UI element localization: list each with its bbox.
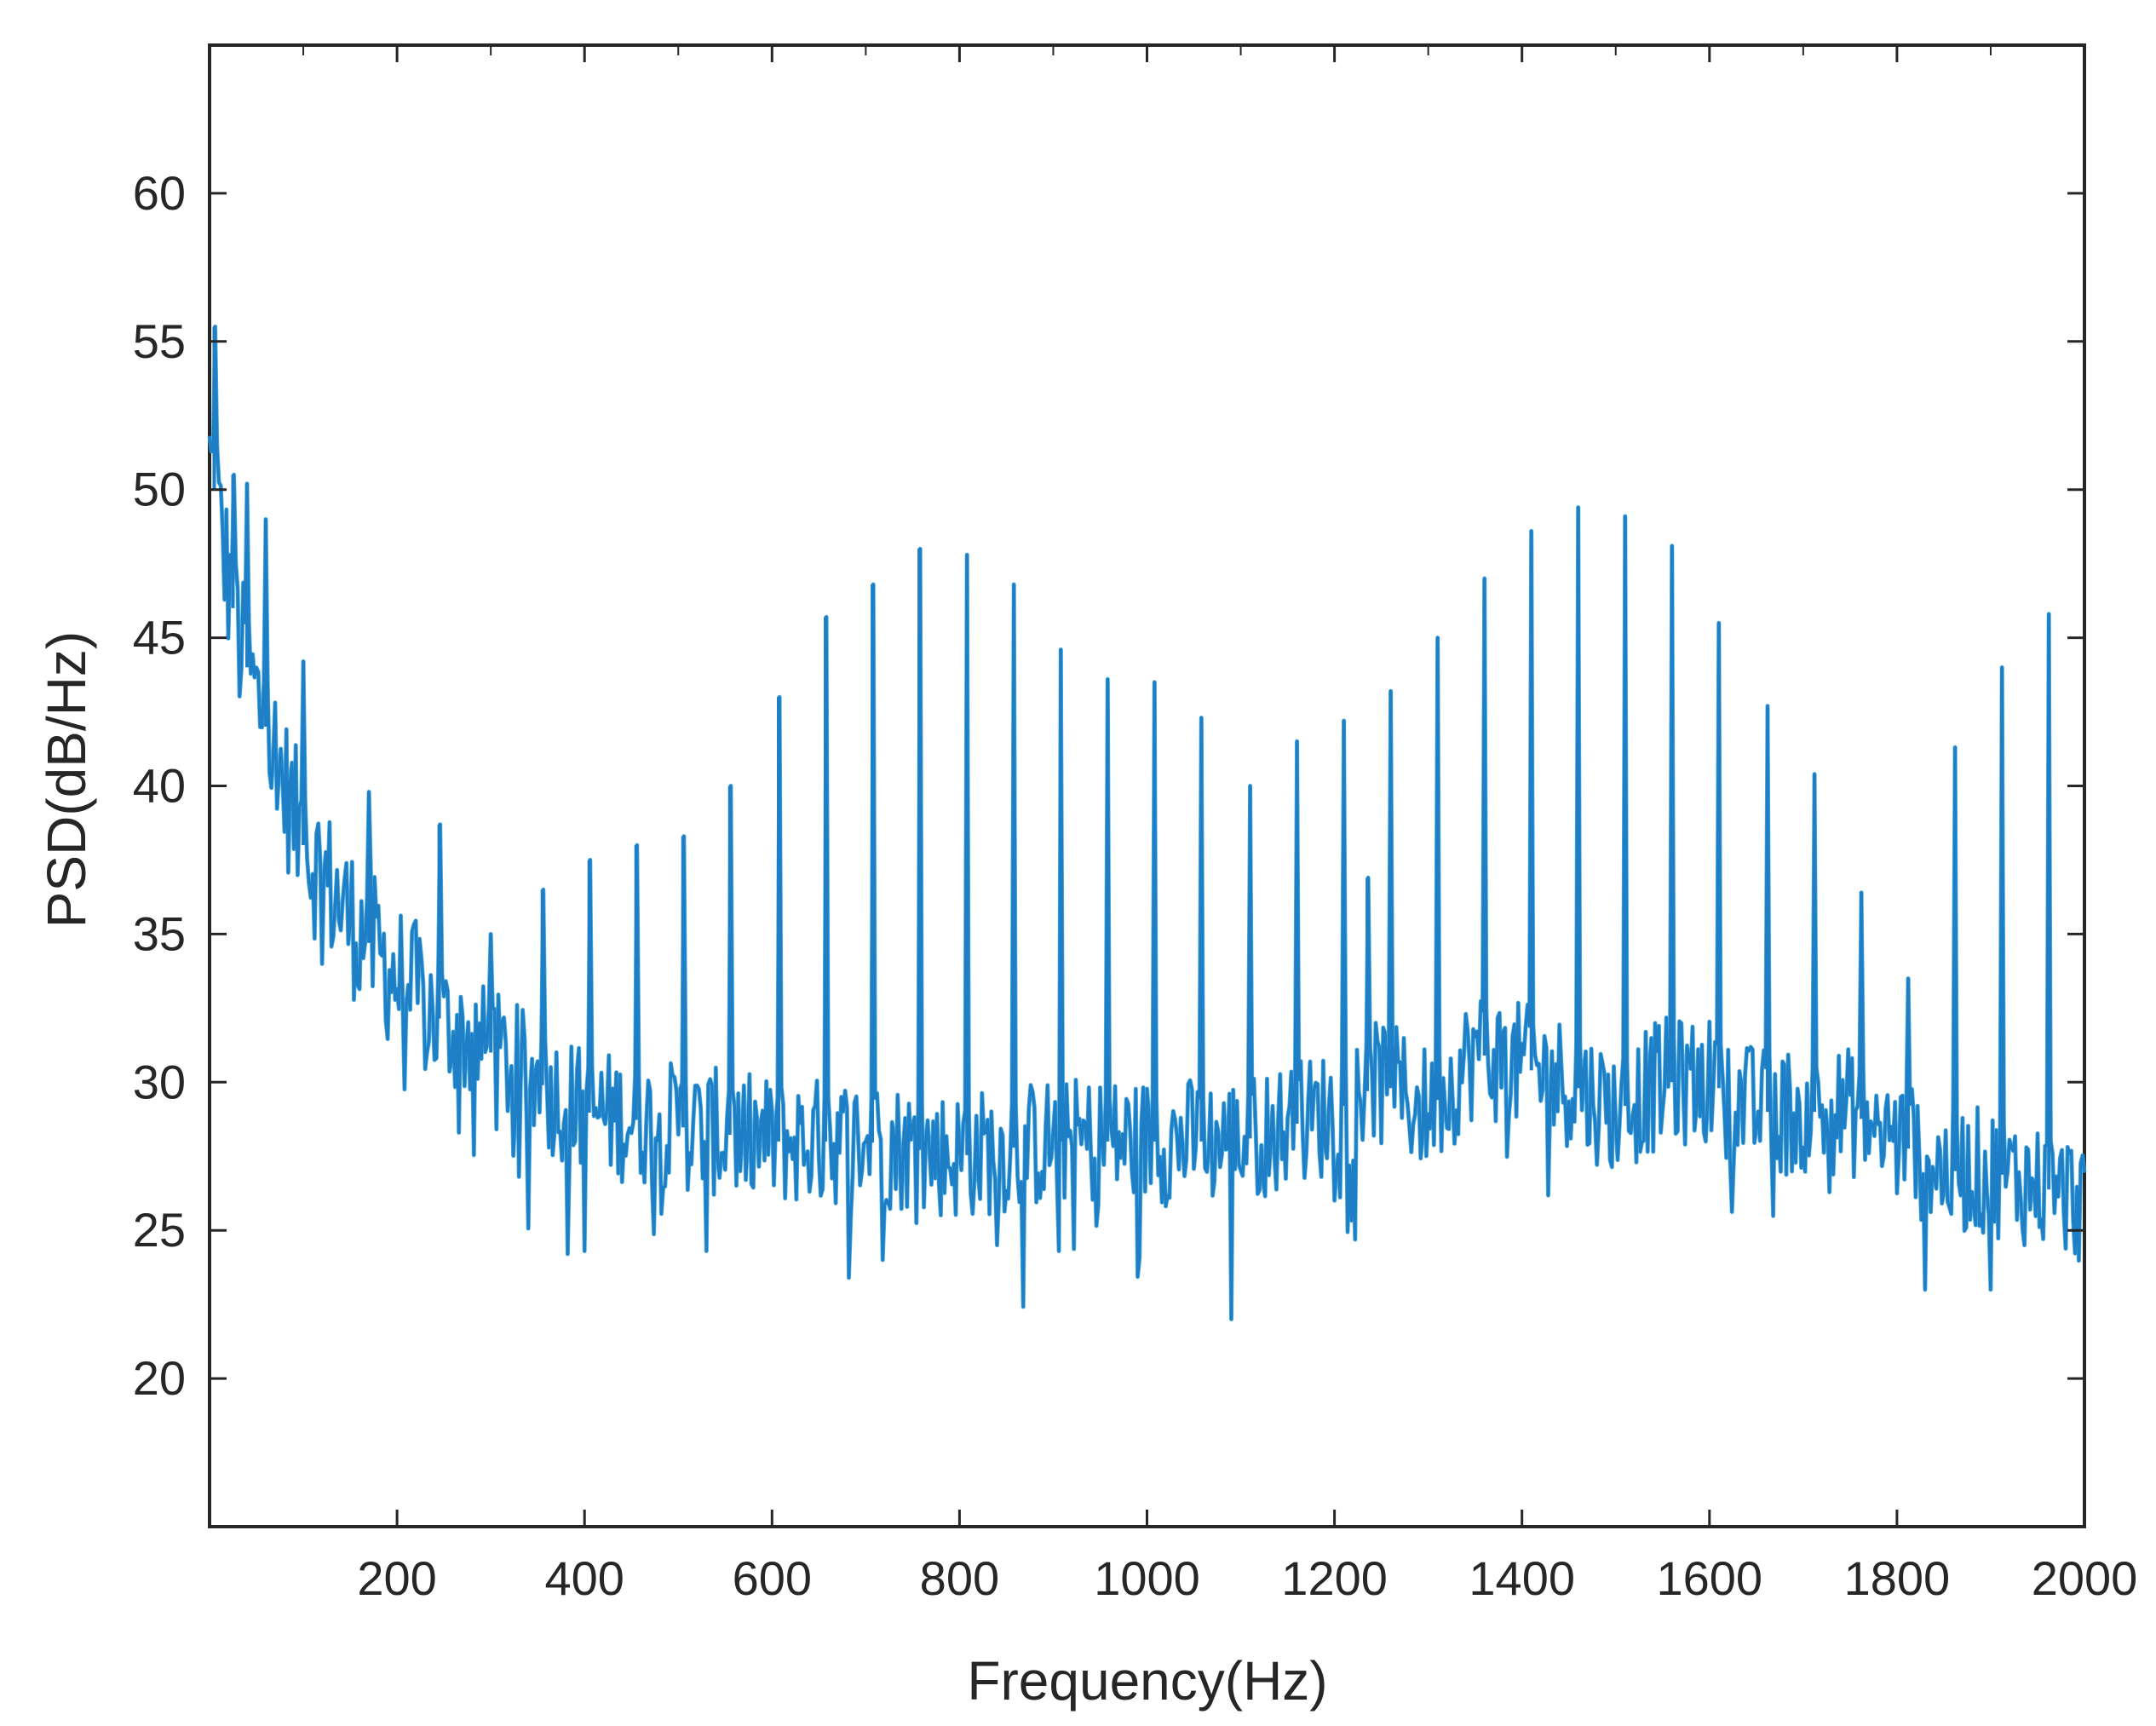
x-tick-label: 1800 bbox=[1844, 1551, 1951, 1605]
y-tick-label: 60 bbox=[133, 166, 186, 220]
x-tick-label: 1200 bbox=[1281, 1551, 1388, 1605]
x-tick-label: 1600 bbox=[1657, 1551, 1763, 1605]
y-tick-label: 50 bbox=[133, 463, 186, 516]
plot-area bbox=[208, 43, 2086, 1528]
x-tick-label: 600 bbox=[733, 1551, 812, 1605]
x-tick-label: 1000 bbox=[1094, 1551, 1200, 1605]
x-tick-label: 800 bbox=[920, 1551, 999, 1605]
y-tick-label: 55 bbox=[133, 314, 186, 368]
y-axis-label: PSD(dB/Hz) bbox=[36, 631, 97, 929]
y-tick-label: 35 bbox=[133, 906, 186, 960]
y-tick-label: 30 bbox=[133, 1055, 186, 1108]
x-tick-label: 1400 bbox=[1469, 1551, 1575, 1605]
y-tick-label: 25 bbox=[133, 1203, 186, 1257]
x-tick-label: 200 bbox=[357, 1551, 436, 1605]
y-tick-label: 40 bbox=[133, 759, 186, 813]
x-tick-label: 400 bbox=[544, 1551, 624, 1605]
psd-series-line bbox=[208, 325, 2086, 1321]
x-tick-label: 2000 bbox=[2032, 1551, 2138, 1605]
ticks-layer: 200 400 600 800 1000 1200 1400 1600 1800 2000 20 25… bbox=[133, 45, 2138, 1605]
series-layer bbox=[207, 324, 2087, 1321]
y-tick-label: 45 bbox=[133, 611, 186, 665]
plot-border bbox=[208, 43, 2086, 1528]
x-axis-label: Frequency(Hz) bbox=[967, 1650, 1327, 1712]
y-tick-label: 20 bbox=[133, 1351, 186, 1405]
